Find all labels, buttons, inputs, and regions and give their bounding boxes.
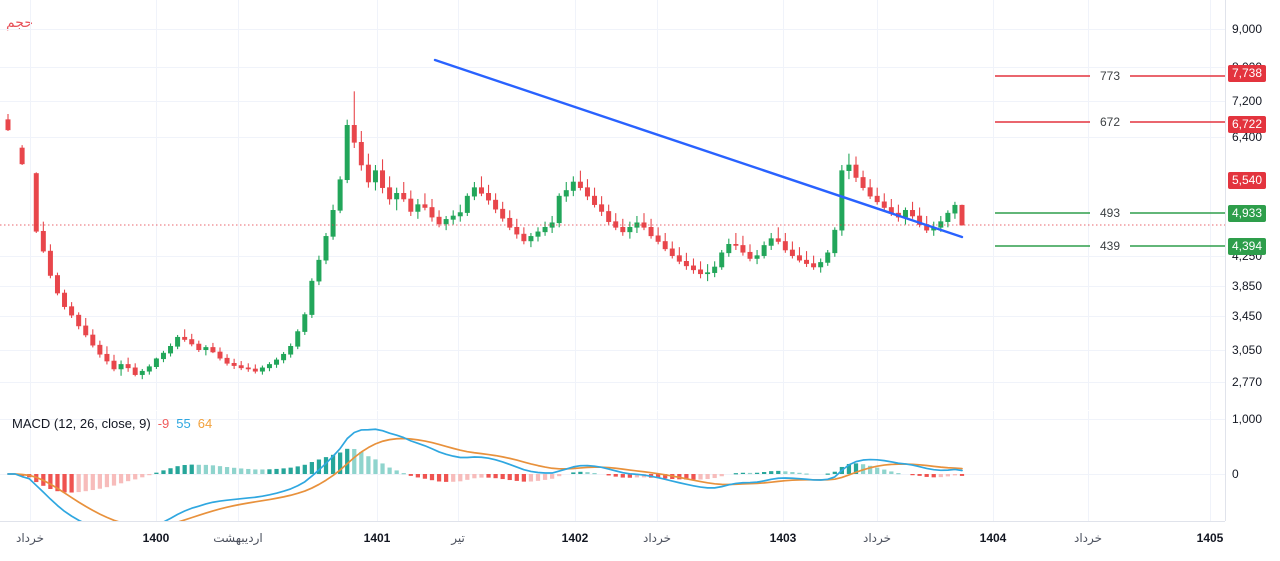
grid-line	[877, 0, 878, 410]
price-axis-tick: 2,770	[1232, 375, 1263, 389]
price-axis-tick: 6,400	[1232, 130, 1263, 144]
grid-line	[575, 0, 576, 410]
grid-line	[30, 0, 31, 410]
macd-value: -9	[157, 416, 170, 431]
line-672-label[interactable]: 672	[1095, 116, 1125, 128]
grid-line	[0, 419, 1225, 420]
time-axis-tick: 1404	[979, 531, 1007, 545]
grid-line	[657, 411, 658, 521]
grid-line	[238, 411, 239, 521]
volume-field: حجم 3.784M	[0, 13, 33, 31]
time-axis-tick: خرداد	[642, 531, 672, 545]
grid-line	[783, 0, 784, 410]
grid-line	[458, 411, 459, 521]
price-axis-tick: 0	[1232, 467, 1239, 481]
grid-line	[458, 0, 459, 410]
price-line-overlays[interactable]	[0, 0, 1225, 410]
grid-line	[30, 411, 31, 521]
price-axis-tick: 7,200	[1232, 94, 1263, 108]
time-axis-tick: تیر	[451, 531, 465, 545]
price-axis-tick: 1,000	[1232, 412, 1263, 426]
support-1-badge[interactable]: 4,933	[1228, 205, 1267, 222]
grid-line	[0, 350, 1225, 351]
price-axis-tick: 3,450	[1232, 309, 1263, 323]
price-axis[interactable]: 9,0008,0007,2006,4003,8503,4503,0502,770…	[1225, 0, 1280, 521]
candlestick-series	[0, 91, 1225, 380]
macd-series	[7, 428, 965, 533]
macd-pane[interactable]	[0, 411, 1225, 533]
resistance-2-badge[interactable]: 7,738	[1228, 65, 1267, 82]
grid-line	[156, 411, 157, 521]
grid-line	[1088, 0, 1089, 410]
time-axis-tick: 1400	[142, 531, 170, 545]
grid-line	[0, 137, 1225, 138]
line-773-label[interactable]: 773	[1095, 70, 1125, 82]
grid-line	[238, 0, 239, 410]
grid-line	[0, 316, 1225, 317]
grid-line	[0, 67, 1225, 68]
trendline-overlay[interactable]	[0, 0, 1225, 410]
grid-line	[156, 0, 157, 410]
macd-signal-value: 55	[176, 416, 191, 431]
time-axis-tick: خرداد	[1073, 531, 1103, 545]
time-axis-tick: 1405	[1196, 531, 1224, 545]
volume-label: حجم	[5, 14, 33, 30]
last-price-badge[interactable]: 5,540	[1228, 172, 1267, 189]
price-axis-tick: 3,050	[1232, 343, 1263, 357]
grid-line	[377, 0, 378, 410]
time-axis-tick: 1401	[363, 531, 391, 545]
time-axis[interactable]: خرداد 1400 اردیبهشت 1401 تیر 1402 خرداد 1403 خرد…	[0, 521, 1225, 561]
grid-line	[783, 411, 784, 521]
price-axis-tick: 3,850	[1232, 279, 1263, 293]
grid-line	[0, 29, 1225, 30]
support-2-badge[interactable]: 4,394	[1228, 238, 1267, 255]
time-axis-tick: خرداد	[15, 531, 45, 545]
resistance-1-badge[interactable]: 6,722	[1228, 116, 1267, 133]
grid-line	[993, 411, 994, 521]
macd-legend[interactable]: MACD (12, 26, close, 9) -9 55 64	[12, 415, 212, 432]
grid-line	[0, 256, 1225, 257]
price-axis-tick: 9,000	[1232, 22, 1263, 36]
grid-line	[993, 0, 994, 410]
line-439-label[interactable]: 439	[1095, 240, 1125, 252]
grid-line	[0, 382, 1225, 383]
macd-title: MACD (12, 26, close, 9)	[12, 416, 151, 431]
grid-line	[0, 101, 1225, 102]
symbol-legend[interactable]: بورس، فلامی باز 5,780 بیشترین 5,900 کمتر…	[0, 13, 33, 31]
grid-line	[0, 286, 1225, 287]
time-axis-tick: 1402	[561, 531, 589, 545]
grid-line	[1210, 0, 1211, 410]
line-493-label[interactable]: 493	[1095, 207, 1125, 219]
time-axis-tick: 1403	[769, 531, 797, 545]
grid-line	[657, 0, 658, 410]
grid-line	[0, 474, 1225, 475]
price-pane[interactable]: 773 672 493 439	[0, 0, 1225, 410]
macd-histogram-value: 64	[197, 416, 213, 431]
time-axis-tick: اردیبهشت	[213, 531, 263, 545]
grid-line	[1088, 411, 1089, 521]
grid-line	[1210, 411, 1211, 521]
time-axis-tick: خرداد	[862, 531, 892, 545]
volume-value: 3.784M	[0, 14, 1, 30]
